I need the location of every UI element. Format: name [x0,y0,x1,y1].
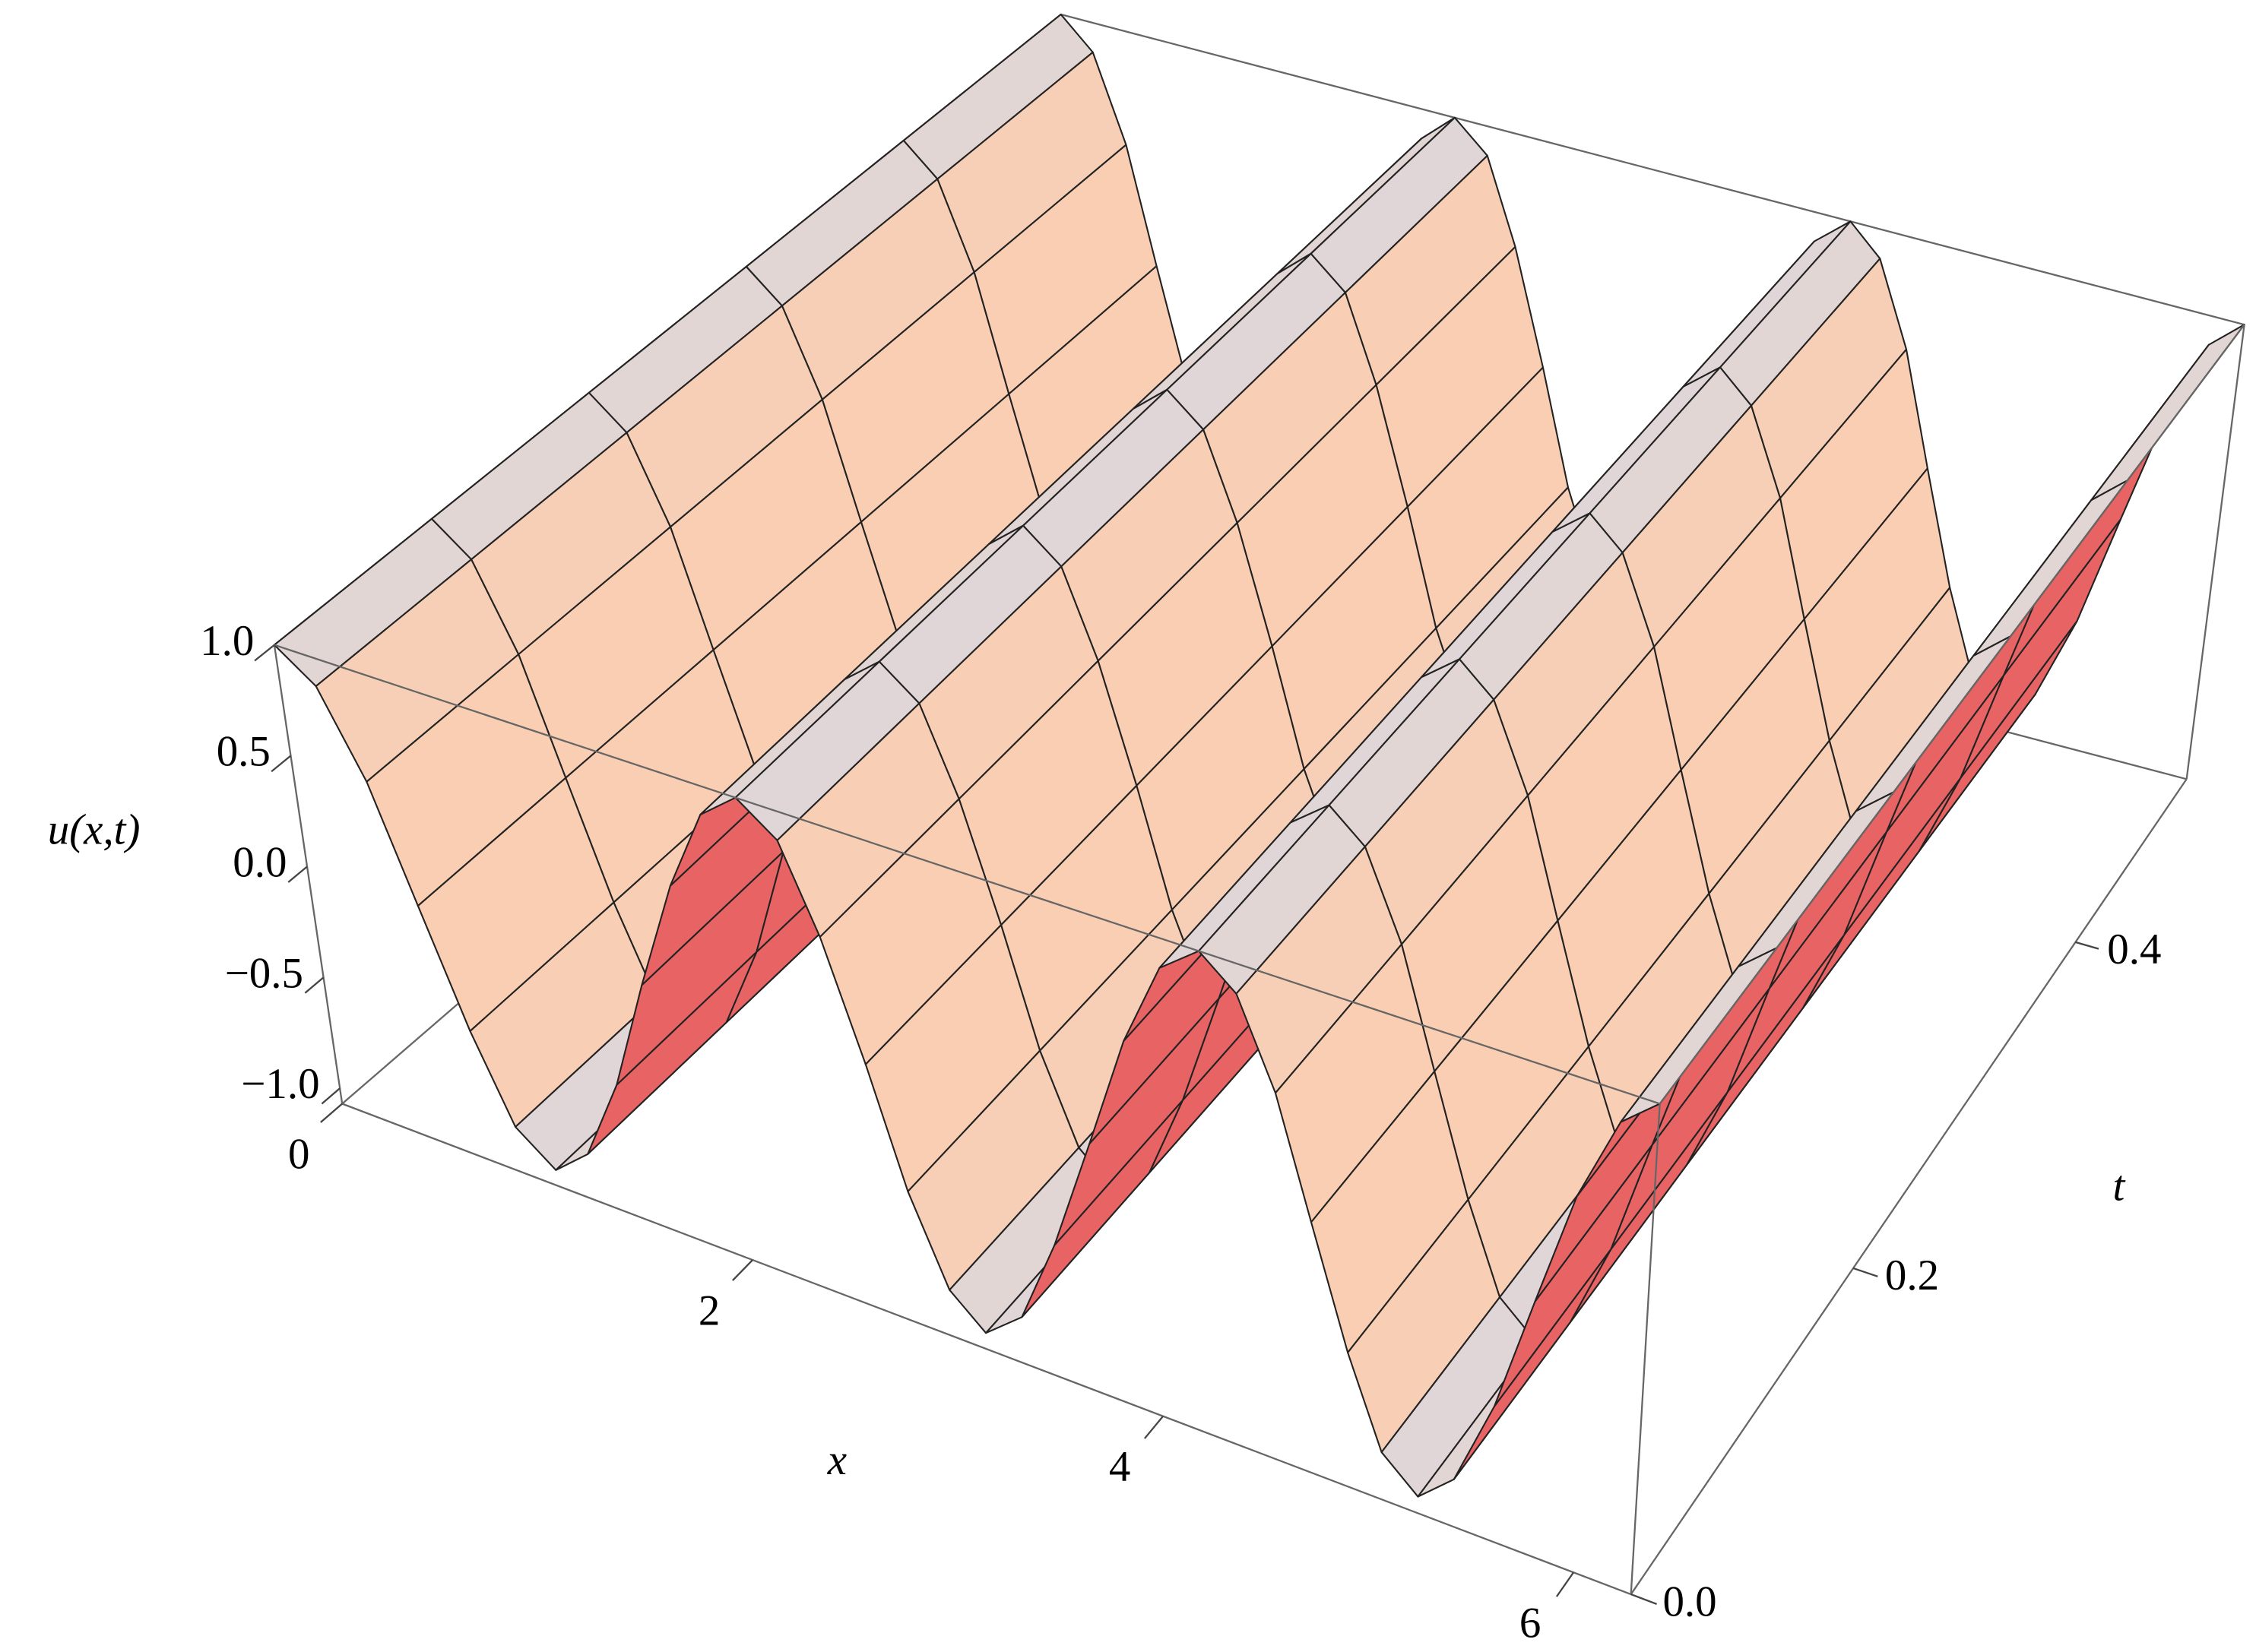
t-tick [1630,1593,1658,1606]
box-edge [1060,13,2245,326]
t-axis-label: t [2113,1162,2126,1210]
z-tick-label: 1.0 [200,617,254,665]
t-tick-label: 0.2 [1885,1252,1939,1299]
t-tick-label: 0.0 [1662,1578,1716,1625]
x-axis-label: x [827,1436,847,1484]
x-tick [1143,1415,1164,1439]
x-tick-label: 2 [699,1286,720,1334]
x-tick [320,1103,343,1123]
box-edge [1630,778,2188,1595]
z-tick [304,976,325,994]
box-edge [1630,1103,1661,1595]
z-tick [287,866,308,883]
z-tick [321,1087,341,1105]
z-tick-label: −0.5 [225,949,303,997]
box-edge [1659,324,2245,1105]
surface-patch [2090,324,2245,502]
z-tick-label: 0.0 [233,838,287,886]
x-tick-label: 0 [288,1131,309,1179]
z-tick [254,644,275,662]
box-edge [2185,324,2245,780]
t-tick [1852,1267,1878,1277]
box-edge [341,1103,1632,1596]
box-edge [274,644,1661,1105]
z-tick-label: −1.0 [241,1060,319,1108]
box-edge [273,644,344,1104]
t-tick [2075,941,2099,950]
x-tick-label: 6 [1519,1599,1541,1647]
t-tick-label: 0.4 [2107,926,2161,973]
z-tick [271,755,292,773]
z-tick-label: 0.5 [217,728,271,776]
x-tick [1555,1571,1575,1597]
x-tick [732,1259,753,1281]
z-axis-label: u(x,t) [48,806,141,854]
x-tick-label: 4 [1109,1443,1130,1491]
